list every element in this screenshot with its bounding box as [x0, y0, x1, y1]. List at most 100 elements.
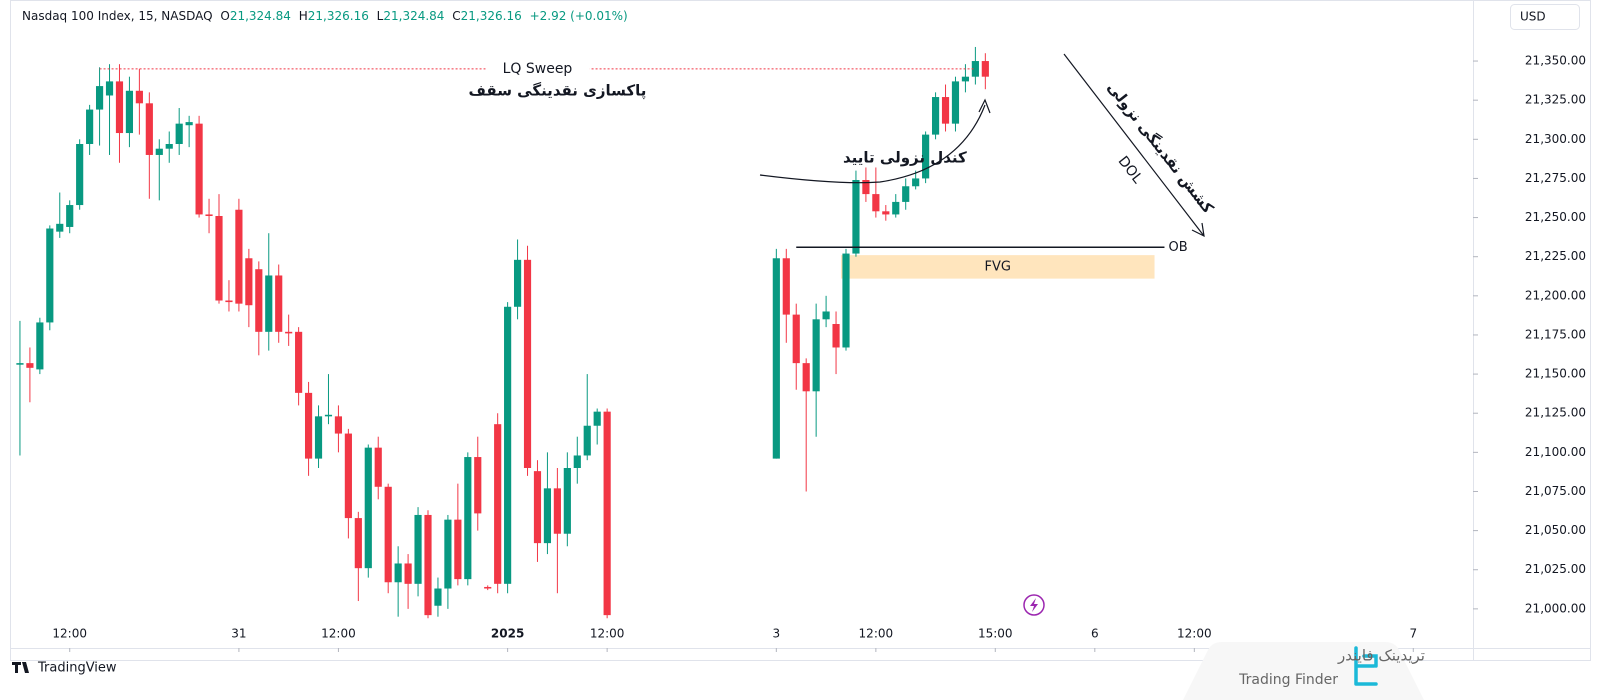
y-tick-label: 21,250.00 — [1525, 210, 1586, 224]
fvg-zone — [841, 255, 1155, 279]
y-tick-label: 21,125.00 — [1525, 406, 1586, 420]
candle-body — [852, 180, 860, 254]
candle-body — [155, 148, 163, 155]
y-tick-label: 21,350.00 — [1525, 54, 1586, 68]
candle-body — [245, 258, 253, 306]
candle-body — [922, 134, 930, 179]
candle-body — [265, 275, 273, 332]
currency[interactable]: USD — [1520, 10, 1546, 24]
ohlc-value: 21,326.16 — [308, 9, 369, 23]
currency-button[interactable] — [1510, 4, 1580, 30]
candle-body — [295, 331, 303, 393]
candle-body — [842, 253, 850, 348]
candle-body — [66, 205, 74, 227]
candle-body — [76, 144, 84, 206]
candle-body — [36, 322, 44, 370]
ohlc-value: 21,324.84 — [383, 9, 444, 23]
x-tick-label: 12:00 — [52, 627, 87, 641]
x-tick-label: 7 — [1409, 627, 1417, 641]
fvg-label: FVG — [985, 259, 1011, 274]
candle-body — [16, 363, 24, 365]
candle-body — [931, 97, 940, 135]
candle-body — [543, 488, 552, 544]
candle-body — [951, 81, 960, 124]
candle-body — [195, 123, 203, 215]
change: +2.92 (+0.01%) — [530, 9, 628, 23]
symbol: Nasdaq 100 Index, 15, NASDAQ — [22, 9, 213, 23]
candle-body — [892, 201, 900, 215]
candle-body — [802, 363, 810, 392]
candle-body — [454, 519, 462, 580]
candle-body — [464, 457, 472, 580]
candle-body — [504, 306, 512, 584]
ohlc-label: O — [220, 9, 229, 23]
candle-body — [862, 180, 870, 195]
x-tick-label: 12:00 — [1177, 627, 1212, 641]
candle-body — [474, 457, 482, 514]
candle-body — [902, 186, 910, 202]
y-tick-label: 21,100.00 — [1525, 445, 1586, 459]
y-tick-label: 21,025.00 — [1525, 562, 1586, 576]
candle-body — [832, 324, 840, 348]
candle-body — [26, 363, 34, 368]
y-tick-label: 21,050.00 — [1525, 523, 1586, 537]
y-tick-label: 21,075.00 — [1525, 484, 1586, 498]
lq-sweep-subtext: پاکسازی نقدینگی سقف — [469, 81, 647, 100]
candle-body — [125, 90, 134, 134]
candle-body — [235, 209, 243, 304]
pane-border — [10, 0, 1591, 661]
lq-sweep-label: LQ Sweep — [503, 61, 573, 77]
candle-body — [344, 433, 352, 519]
candle-body — [205, 214, 213, 216]
ohlc-value: 21,324.84 — [230, 9, 291, 23]
x-tick-label: 12:00 — [590, 627, 625, 641]
candle-body — [185, 122, 193, 126]
candle-body — [145, 103, 153, 155]
dol-arrow — [1063, 53, 1205, 237]
candle-body — [603, 411, 611, 616]
candle-body — [424, 514, 432, 616]
x-tick-label: 2025 — [491, 627, 524, 641]
annotation-layer: LQ Sweep پاکسازی نقدینگی سقف OB FVG — [99, 59, 1188, 274]
candle-body — [792, 314, 800, 364]
candle-body — [961, 76, 970, 82]
candle-body — [384, 486, 392, 583]
candle-body — [115, 81, 124, 134]
alert-bolt — [1030, 598, 1038, 612]
candle-body — [404, 563, 412, 584]
candle-body — [285, 331, 293, 334]
candle-body — [255, 269, 263, 332]
candle-body — [872, 194, 880, 212]
candle-body — [434, 588, 442, 606]
candle-body — [573, 455, 581, 468]
candle-body — [95, 86, 104, 110]
candle-body — [105, 81, 114, 96]
watermark-logo — [1354, 646, 1378, 686]
candle-body — [46, 228, 54, 323]
x-tick-label: 3 — [773, 627, 781, 641]
candle-body — [394, 563, 402, 583]
brand-logo — [12, 662, 29, 673]
candle-body — [563, 468, 571, 534]
header: Nasdaq 100 Index, 15, NASDAQ O21,324.84 … — [22, 9, 628, 23]
candle-body — [513, 259, 522, 307]
candle-body — [523, 259, 532, 468]
candle-body — [822, 311, 830, 320]
candle-body — [414, 514, 422, 584]
y-tick-label: 21,325.00 — [1525, 93, 1586, 107]
candle-body — [941, 97, 950, 124]
dol-arrowhead — [1191, 222, 1205, 238]
fvg-layer — [841, 255, 1155, 279]
candle-body — [354, 518, 362, 569]
candle-body — [135, 90, 143, 104]
candle-body — [56, 223, 64, 232]
candle-body — [782, 258, 790, 315]
candle-body — [772, 258, 780, 459]
candle-body — [533, 471, 542, 544]
x-tick-label: 12:00 — [321, 627, 356, 641]
ohlc-label: H — [299, 9, 308, 23]
confirm-arrow — [759, 104, 986, 184]
candle-body — [165, 144, 173, 149]
candle-body — [324, 414, 333, 417]
ohlc-value: 21,326.16 — [461, 9, 522, 23]
